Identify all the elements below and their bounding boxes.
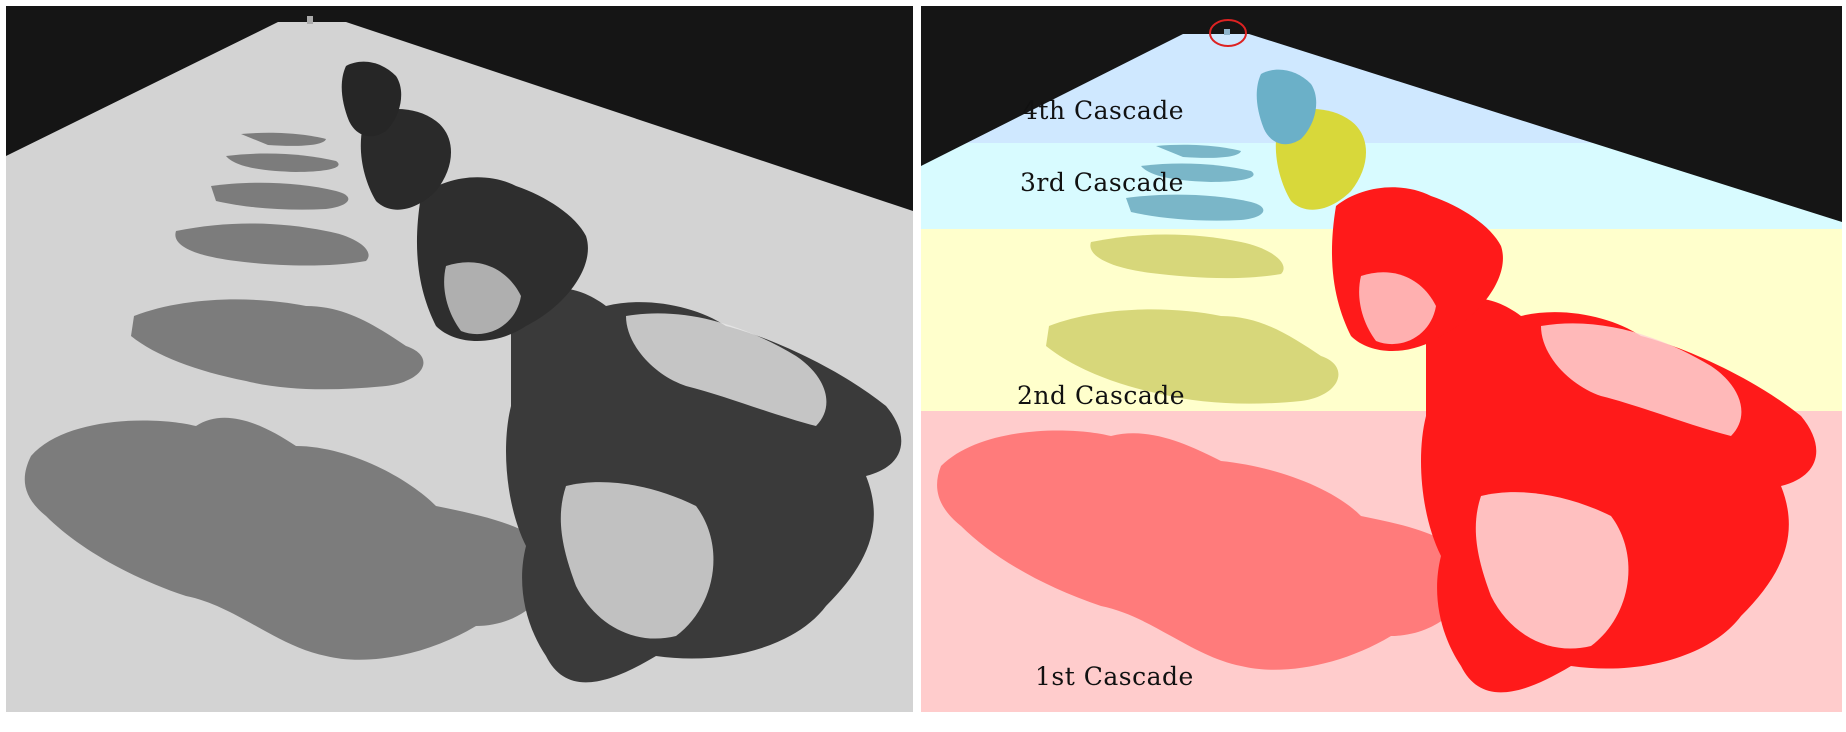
dragon-far-2	[1256, 69, 1317, 145]
ground-shadows	[24, 132, 552, 660]
cascade-4-label: 4th Cascade	[1022, 96, 1185, 125]
dragon-near-wing	[626, 313, 827, 426]
cascade-dragons	[1256, 69, 1817, 693]
dragon-near-belly	[560, 482, 714, 639]
dragon-mid-belly	[444, 262, 521, 335]
dragon-far-1	[360, 109, 451, 210]
distant-model	[307, 16, 313, 24]
cascade-3-label: 3rd Cascade	[1020, 168, 1184, 197]
shadow-cascade-2-b	[1090, 234, 1284, 279]
cascade-visualization-image	[921, 6, 1842, 712]
standard-render-panel	[6, 6, 913, 712]
cascade-shadows	[937, 144, 1470, 670]
dragon-near-belly	[1475, 492, 1629, 649]
dragon-mid-belly	[1359, 272, 1436, 345]
shadow-cascade-4	[1156, 144, 1241, 158]
shadow-2	[131, 299, 424, 390]
dragon-models	[341, 61, 902, 683]
shadow-cascade-3-b	[1141, 163, 1254, 182]
distant-model	[1224, 29, 1230, 35]
shadow-cascade-1	[937, 430, 1470, 670]
shadow-6	[241, 132, 326, 146]
shadow-cascade-3-a	[1126, 194, 1264, 221]
shadow-4	[211, 182, 349, 210]
highlight-circle	[1209, 19, 1247, 47]
cascade-2-label: 2nd Cascade	[1017, 381, 1186, 410]
shadow-3	[175, 223, 369, 266]
dragon-near-wing	[1541, 323, 1742, 436]
cascade-visualization-panel: 4th Cascade 3rd Cascade 2nd Cascade 1st …	[921, 6, 1842, 712]
dragon-far-2	[341, 61, 402, 137]
cascade-1-label: 1st Cascade	[1035, 662, 1194, 691]
shadow-5	[226, 153, 339, 172]
shadow-cascade-2-a	[1046, 309, 1339, 404]
standard-render-image	[6, 6, 913, 712]
shadow-1	[24, 417, 552, 660]
